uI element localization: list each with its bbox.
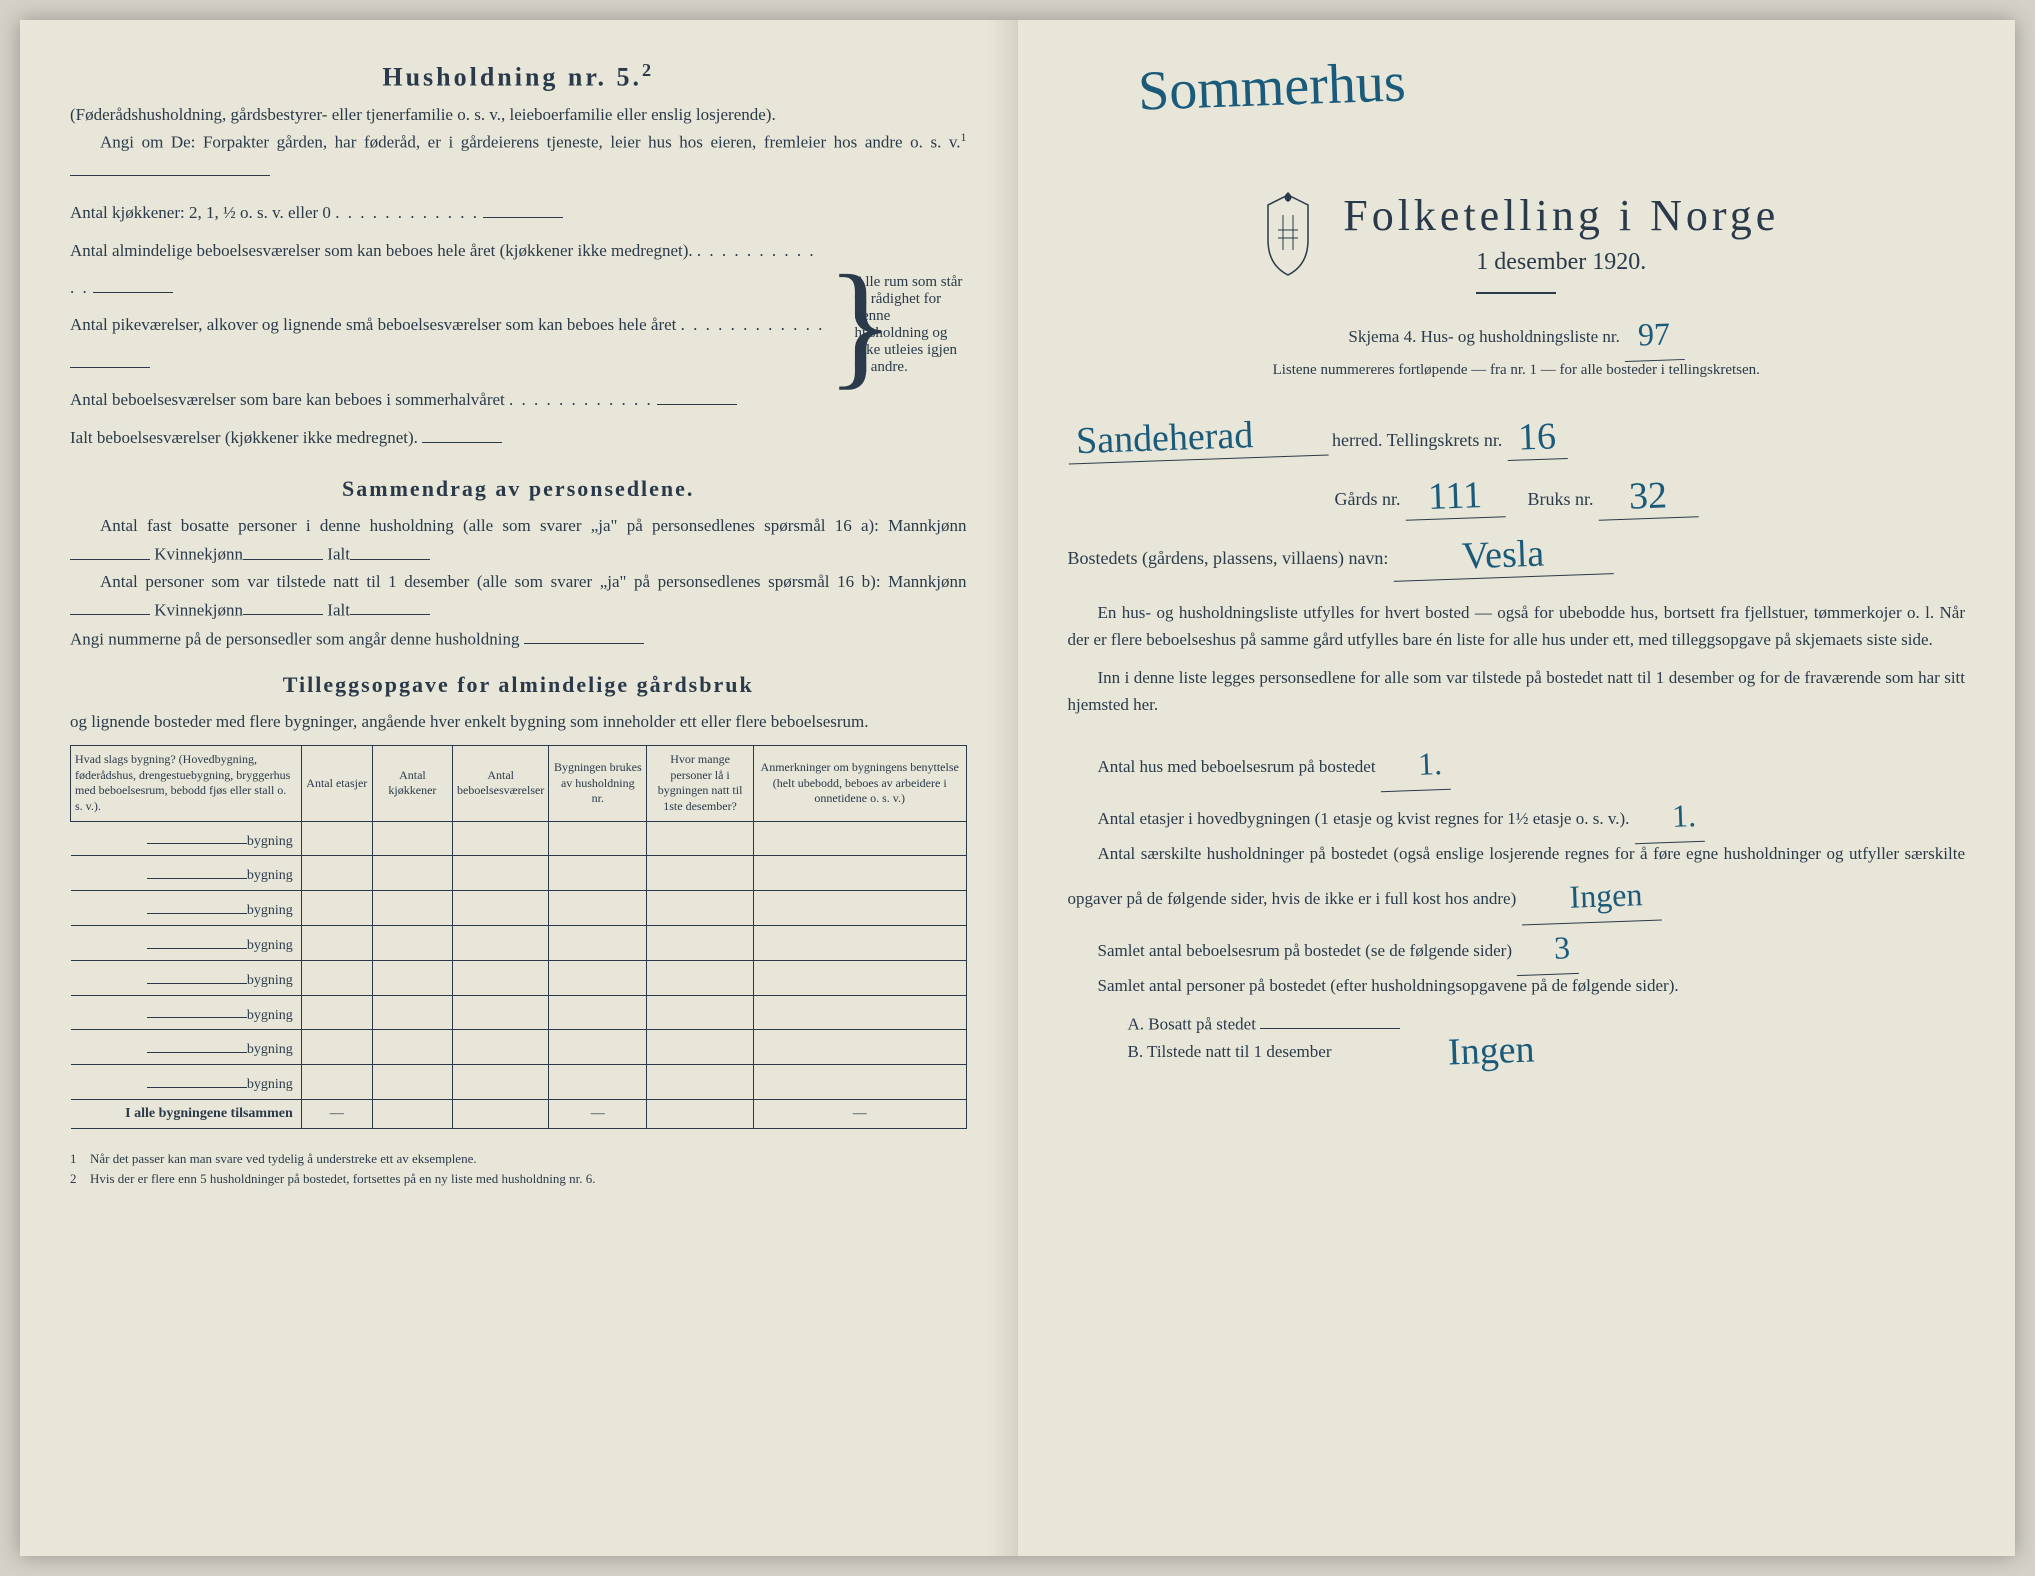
left-page: Husholdning nr. 5.2 (Føderådshusholdning… [20, 20, 1018, 1556]
rooms-line-1: Antal almindelige beboelsesværelser som … [70, 232, 827, 307]
sammendrag-1: Antal fast bosatte personer i denne hush… [70, 512, 967, 568]
antal-etasjer-line: Antal etasjer i hovedbygningen (1 etasje… [1068, 788, 1966, 840]
census-form-document: Husholdning nr. 5.2 (Føderådshusholdning… [20, 20, 2015, 1556]
rooms-brace-section: Antal kjøkkener: 2, 1, ½ o. s. v. eller … [70, 194, 967, 456]
samlet-rum-line: Samlet antal beboelsesrum på bostedet (s… [1068, 920, 1966, 972]
herred-value: Sandeherad [1067, 411, 1328, 465]
tillegg-title: Tilleggsopgave for almindelige gårdsbruk [70, 672, 967, 698]
col-beboelser: Antal beboelsesværelser [453, 746, 549, 821]
handwritten-sommerhus: Sommerhus [1136, 50, 1406, 123]
angi-line: Angi nummerne på de personsedler som ang… [70, 624, 967, 653]
table-row: bygning [71, 856, 967, 891]
para-1: En hus- og husholdningsliste utfylles fo… [1068, 599, 1966, 653]
antal-etasjer-value: 1. [1633, 790, 1705, 845]
rooms-line-2: Antal pikeværelser, alkover og lignende … [70, 306, 827, 381]
rooms-line-3: Antal beboelsesværelser som bare kan beb… [70, 381, 827, 418]
footnotes: 1Når det passer kan man svare ved tydeli… [70, 1149, 967, 1188]
gards-nr: 111 [1404, 472, 1506, 520]
divider [1476, 292, 1556, 294]
table-footer-row: I alle bygningene tilsammen — — — [71, 1100, 967, 1129]
sammendrag-2: Antal personer som var tilstede natt til… [70, 568, 967, 624]
ab-value: Ingen [1446, 1019, 1535, 1083]
saerskilte-line: Antal særskilte husholdninger på bostede… [1068, 840, 1966, 919]
samlet-rum-value: 3 [1515, 922, 1579, 976]
antal-hus-value: 1. [1379, 738, 1451, 793]
antal-hus-line: Antal hus med beboelsesrum på bostedet 1… [1068, 736, 1966, 788]
listene-text: Listene nummereres fortløpende — fra nr.… [1068, 358, 1966, 382]
col-personer: Hvor mange personer lå i bygningen natt … [647, 746, 754, 821]
col-anmerk: Anmerkninger om bygningens benyttelse (h… [753, 746, 966, 821]
table-header-row: Hvad slags bygning? (Hovedbygning, føder… [71, 746, 967, 821]
footnote-2: Hvis der er flere enn 5 husholdninger på… [90, 1169, 595, 1189]
a-line: A. Bosatt på stedet [1128, 1009, 1966, 1038]
herred-row: Sandeherad herred. Tellingskrets nr. 16 [1068, 412, 1966, 457]
page-fold [987, 20, 1017, 1556]
col-etasjer: Antal etasjer [301, 746, 372, 821]
table-row: bygning [71, 1030, 967, 1065]
table-row: bygning [71, 995, 967, 1030]
bosted-value: Vesla [1392, 529, 1613, 582]
main-title: Folketelling i Norge [1343, 190, 1779, 241]
bruks-nr: 32 [1597, 472, 1699, 520]
b-line: B. Tilstede natt til 1 desember Ingen [1128, 1038, 1966, 1065]
para-2: Inn i denne liste legges personsedlene f… [1068, 664, 1966, 718]
skjema-line: Skjema 4. Hus- og husholdningsliste nr. … [1068, 306, 1966, 358]
sammendrag-title: Sammendrag av personsedlene. [70, 476, 967, 502]
right-page: Sommerhus Folketelling i Norge 1 desembe… [1018, 20, 2016, 1556]
kitchens-line: Antal kjøkkener: 2, 1, ½ o. s. v. eller … [70, 194, 827, 231]
footnote-1: Når det passer kan man svare ved tydelig… [90, 1149, 477, 1169]
intro-text-1: (Føderådshusholdning, gårdsbestyrer- ell… [70, 101, 967, 128]
brace-text: Alle rum som står til rådighet for denne… [847, 194, 967, 456]
krets-nr: 16 [1506, 414, 1568, 461]
bygning-table: Hvad slags bygning? (Hovedbygning, føder… [70, 745, 967, 1129]
col-brukes: Bygningen brukes av husholdning nr. [549, 746, 647, 821]
tillegg-sub: og lignende bosteder med flere bygninger… [70, 708, 967, 735]
total-rooms-line: Ialt beboelsesværelser (kjøkkener ikke m… [70, 419, 827, 456]
intro-text-2: Angi om De: Forpakter gården, har føderå… [70, 128, 967, 184]
col-bygning: Hvad slags bygning? (Hovedbygning, føder… [71, 746, 302, 821]
table-row: bygning [71, 891, 967, 926]
skjema-nr: 97 [1623, 308, 1685, 362]
saerskilte-value: Ingen [1520, 868, 1662, 925]
subtitle: 1 desember 1920. [1343, 249, 1779, 276]
norway-crest-icon [1253, 190, 1323, 280]
table-row: bygning [71, 1065, 967, 1100]
brace-icon: } [827, 194, 847, 456]
table-row: bygning [71, 821, 967, 856]
table-row: bygning [71, 926, 967, 961]
right-header: Folketelling i Norge 1 desember 1920. [1068, 190, 1966, 280]
table-row: bygning [71, 960, 967, 995]
bosted-row: Bostedets (gårdens, plassens, villaens) … [1068, 530, 1966, 575]
footer-label: I alle bygningene tilsammen [71, 1100, 302, 1129]
col-kjokkener: Antal kjøkkener [372, 746, 452, 821]
husholdning-title: Husholdning nr. 5.2 [70, 60, 967, 93]
gards-row: Gårds nr. 111 Bruks nr. 32 [1068, 471, 1966, 516]
